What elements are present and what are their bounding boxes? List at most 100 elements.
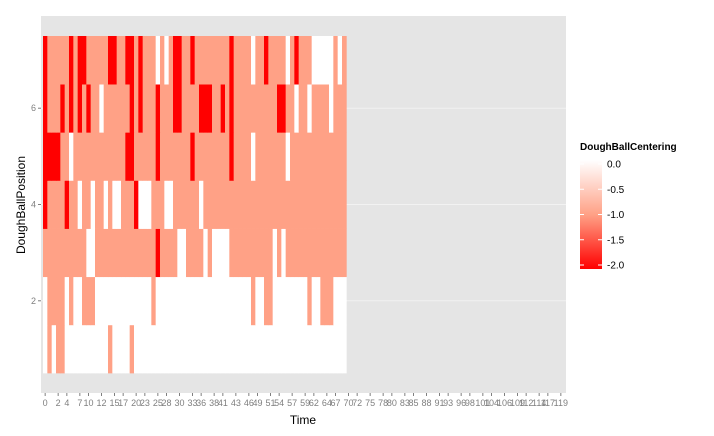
heatmap-tile: [60, 324, 66, 374]
heatmap-tile: [95, 180, 100, 229]
heatmap-tile: [86, 228, 92, 278]
heatmap-tile: [277, 132, 282, 181]
heatmap-tile: [342, 276, 347, 326]
heatmap-tile: [238, 132, 243, 181]
heatmap-tile: [285, 36, 291, 85]
heatmap-tile: [73, 180, 79, 229]
y-axis-title: DoughBallPosition: [14, 156, 28, 254]
heatmap-tile: [177, 132, 183, 181]
y-axis: 2 4 6: [31, 103, 41, 306]
heatmap-tile: [77, 228, 83, 278]
heatmap-tile: [116, 228, 122, 278]
heatmap-tile: [177, 84, 183, 133]
heatmap-tile: [199, 132, 204, 181]
heatmap-tile: [199, 324, 204, 374]
heatmap-tile: [77, 36, 83, 85]
heatmap-tile: [43, 324, 48, 374]
heatmap-tile: [264, 36, 269, 85]
x-tick-label: 20: [131, 398, 141, 408]
heatmap-tile: [294, 324, 300, 374]
heatmap-tile: [329, 276, 334, 326]
heatmap-tile: [242, 180, 248, 229]
heatmap-tile: [129, 132, 135, 181]
heatmap-tile: [285, 324, 291, 374]
heatmap-tile: [147, 132, 152, 181]
heatmap-tile: [220, 228, 226, 278]
heatmap-tile: [229, 324, 235, 374]
heatmap-tile: [212, 36, 217, 85]
x-tick-label: 10: [83, 398, 93, 408]
heatmap-tile: [246, 84, 252, 133]
heatmap-tile: [186, 36, 191, 85]
heatmap-tile: [129, 84, 135, 133]
heatmap-tile: [212, 84, 217, 133]
heatmap-tile: [82, 132, 87, 181]
heatmap-tile: [47, 132, 53, 181]
legend-colorbar: [580, 160, 602, 269]
heatmap-tile: [203, 132, 209, 181]
heatmap-tile: [186, 324, 191, 374]
heatmap-tile: [272, 132, 278, 181]
heatmap-tile: [229, 36, 235, 85]
heatmap-tile: [90, 324, 96, 374]
x-tick-label: 49: [252, 398, 262, 408]
heatmap-tile: [112, 84, 118, 133]
heatmap-tile: [155, 36, 161, 85]
heatmap-tile: [251, 132, 256, 181]
heatmap-tile: [290, 132, 295, 181]
x-tick-label: 117: [541, 398, 555, 408]
x-tick-label: 51: [265, 398, 275, 408]
heatmap-tile: [155, 324, 161, 374]
heatmap-tile: [229, 84, 235, 133]
heatmap-tile: [181, 228, 187, 278]
heatmap-tile: [95, 84, 100, 133]
heatmap-tile: [272, 276, 278, 326]
x-tick-label: 98: [465, 398, 475, 408]
heatmap-tile: [103, 36, 109, 85]
heatmap-tile: [116, 84, 122, 133]
x-tick-label: 7: [77, 398, 82, 408]
heatmap-tile: [329, 36, 334, 85]
x-tick-label: 38: [209, 398, 219, 408]
heatmap-tile: [285, 228, 291, 278]
heatmap-tile: [277, 36, 282, 85]
heatmap-tile: [259, 228, 265, 278]
heatmap-tile: [177, 36, 183, 85]
x-tick-label: 78: [378, 398, 388, 408]
heatmap-tile: [281, 132, 287, 181]
heatmap-tile: [272, 180, 278, 229]
heatmap-tile: [259, 84, 265, 133]
heatmap-tile: [151, 228, 157, 278]
heatmap-tile: [51, 132, 57, 181]
heatmap-tile: [142, 84, 148, 133]
heatmap-tile: [112, 36, 118, 85]
heatmap-tile: [290, 84, 295, 133]
heatmap-tile: [294, 132, 300, 181]
x-tick-label: 101: [475, 398, 490, 408]
heatmap-tile: [168, 36, 174, 85]
heatmap-tile: [294, 228, 300, 278]
heatmap-tile: [268, 36, 274, 85]
heatmap-tile: [212, 276, 217, 326]
heatmap-tile: [99, 180, 105, 229]
heatmap-tile: [225, 324, 230, 374]
heatmap-tile: [134, 180, 139, 229]
heatmap-tile: [56, 324, 61, 374]
legend: DoughBallCentering 0.0 -0.5 -1.0 -1.5 -2.0: [580, 142, 677, 272]
heatmap-tile: [190, 324, 196, 374]
heatmap-tile: [64, 36, 70, 85]
legend-label: 0.0: [607, 160, 621, 171]
heatmap-tile: [251, 36, 256, 85]
heatmap-tile: [316, 84, 321, 133]
heatmap-tile: [60, 276, 66, 326]
heatmap-tile: [333, 132, 339, 181]
heatmap-tile: [121, 180, 126, 229]
heatmap-tile: [199, 228, 204, 278]
heatmap-tile: [303, 324, 308, 374]
heatmap-tile: [47, 36, 53, 85]
heatmap-tile: [86, 36, 92, 85]
heatmap-tile: [99, 84, 105, 133]
heatmap-tile: [294, 84, 300, 133]
heatmap-tile: [142, 180, 148, 229]
